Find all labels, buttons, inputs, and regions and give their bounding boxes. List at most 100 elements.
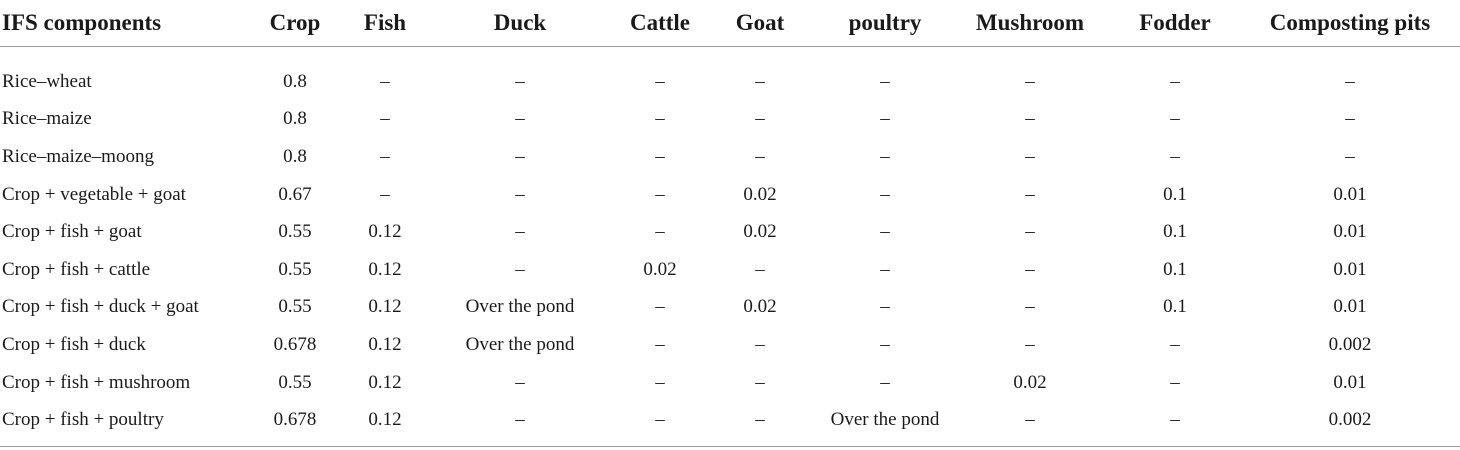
table-cell: 0.01 bbox=[1333, 371, 1367, 393]
row-label-cell: Crop + fish + cattle bbox=[2, 258, 151, 280]
table-cell: 0.12 bbox=[368, 333, 402, 355]
column-header: poultry bbox=[820, 0, 950, 47]
table-cell: – bbox=[380, 108, 390, 130]
table-cell: – bbox=[880, 221, 890, 243]
table-cell: – bbox=[1345, 145, 1355, 167]
table-cell: – bbox=[515, 145, 525, 167]
table-cell: 0.02 bbox=[1013, 371, 1047, 393]
table-cell: 0.1 bbox=[1163, 258, 1187, 280]
table-row: Rice–wheat 0.8 – – – – – – – – bbox=[0, 47, 1460, 101]
header-row: IFS components Crop Fish Duck Cattle Goat poul… bbox=[0, 0, 1460, 47]
table-cell: 0.678 bbox=[273, 409, 317, 431]
table-cell: – bbox=[1025, 70, 1035, 92]
table-cell: – bbox=[755, 333, 765, 355]
table-cell: – bbox=[1025, 296, 1035, 318]
table-cell: 0.02 bbox=[743, 221, 777, 243]
table-cell: – bbox=[1025, 409, 1035, 431]
table-cell: 0.55 bbox=[278, 371, 312, 393]
table-cell: – bbox=[515, 258, 525, 280]
table-cell: – bbox=[1025, 333, 1035, 355]
table-row: Crop + fish + duck 0.678 0.12 Over the pond… bbox=[0, 326, 1460, 364]
column-header: Crop bbox=[240, 0, 350, 47]
table-row: Crop + fish + cattle 0.55 0.12 – 0.02 – – – 0.1 0… bbox=[0, 251, 1460, 289]
table-cell: 0.01 bbox=[1333, 221, 1367, 243]
table-cell: Over the pond bbox=[830, 409, 940, 431]
table-row: Crop + fish + mushroom 0.55 0.12 – – – – 0.02 – 0… bbox=[0, 364, 1460, 402]
column-header: IFS components bbox=[0, 0, 240, 47]
table-cell: – bbox=[655, 333, 665, 355]
table-cell: 0.55 bbox=[278, 258, 312, 280]
table-cell: – bbox=[655, 221, 665, 243]
table-cell: – bbox=[655, 183, 665, 205]
table-cell: 0.1 bbox=[1163, 296, 1187, 318]
table-cell: – bbox=[515, 409, 525, 431]
table-cell: 0.01 bbox=[1333, 258, 1367, 280]
table-row: Rice–maize 0.8 – – – – – – – – bbox=[0, 101, 1460, 139]
table-cell: – bbox=[755, 409, 765, 431]
table-cell: – bbox=[880, 70, 890, 92]
table-cell: – bbox=[755, 371, 765, 393]
table-cell: – bbox=[1170, 409, 1180, 431]
table-cell: 0.1 bbox=[1163, 183, 1187, 205]
table-cell: 0.12 bbox=[368, 296, 402, 318]
column-header: Composting pits bbox=[1240, 0, 1460, 47]
table-cell: – bbox=[515, 221, 525, 243]
table-cell: 0.01 bbox=[1333, 296, 1367, 318]
table-cell: 0.67 bbox=[278, 183, 312, 205]
table-cell: 0.01 bbox=[1333, 183, 1367, 205]
table-row: Crop + vegetable + goat 0.67 – – – 0.02 – – 0.1 0… bbox=[0, 176, 1460, 214]
table-cell: – bbox=[1025, 221, 1035, 243]
table-cell: – bbox=[880, 183, 890, 205]
column-header: Goat bbox=[700, 0, 820, 47]
table-cell: – bbox=[515, 371, 525, 393]
column-header: Mushroom bbox=[950, 0, 1110, 47]
table-cell: 0.55 bbox=[278, 296, 312, 318]
row-label-cell: Crop + vegetable + goat bbox=[2, 183, 186, 205]
table-cell: 0.8 bbox=[283, 70, 307, 92]
row-label-cell: Rice–wheat bbox=[2, 70, 92, 92]
table-bottom-rule bbox=[0, 446, 1460, 447]
table-body: Rice–wheat 0.8 – – – – – – – – Rice–maize 0.8 – – – – – –… bbox=[0, 47, 1460, 439]
table-cell: – bbox=[1170, 70, 1180, 92]
row-label-cell: Rice–maize bbox=[2, 108, 92, 130]
table-cell: – bbox=[655, 409, 665, 431]
table-cell: – bbox=[880, 258, 890, 280]
table-cell: 0.55 bbox=[278, 221, 312, 243]
table-cell: – bbox=[880, 296, 890, 318]
table-cell: 0.8 bbox=[283, 145, 307, 167]
table-cell: 0.12 bbox=[368, 258, 402, 280]
table-cell: – bbox=[655, 296, 665, 318]
table-cell: 0.002 bbox=[1328, 409, 1372, 431]
table-cell: – bbox=[1170, 371, 1180, 393]
table-cell: 0.8 bbox=[283, 108, 307, 130]
table-cell: 0.02 bbox=[743, 296, 777, 318]
table-cell: – bbox=[755, 70, 765, 92]
table-row: Crop + fish + poultry 0.678 0.12 – – – Over th… bbox=[0, 401, 1460, 439]
row-label-cell: Crop + fish + duck + goat bbox=[2, 296, 199, 318]
column-header: Fodder bbox=[1110, 0, 1240, 47]
table-cell: – bbox=[655, 108, 665, 130]
table-cell: 0.02 bbox=[643, 258, 677, 280]
column-header: Cattle bbox=[620, 0, 700, 47]
table-cell: – bbox=[1025, 108, 1035, 130]
row-label-cell: Crop + fish + poultry bbox=[2, 409, 164, 431]
ifs-components-table-wrapper: IFS components Crop Fish Duck Cattle Goat poul… bbox=[0, 0, 1460, 439]
table-cell: – bbox=[1025, 145, 1035, 167]
table-cell: – bbox=[655, 70, 665, 92]
column-header: Duck bbox=[420, 0, 620, 47]
table-cell: Over the pond bbox=[465, 333, 575, 355]
table-cell: – bbox=[1170, 333, 1180, 355]
table-cell: – bbox=[655, 371, 665, 393]
table-cell: 0.678 bbox=[273, 333, 317, 355]
table-cell: – bbox=[880, 333, 890, 355]
table-cell: – bbox=[755, 258, 765, 280]
table-cell: – bbox=[1170, 108, 1180, 130]
table-cell: – bbox=[1345, 70, 1355, 92]
table-cell: – bbox=[1345, 108, 1355, 130]
table-cell: Over the pond bbox=[465, 296, 575, 318]
table-cell: 0.1 bbox=[1163, 221, 1187, 243]
row-label-cell: Crop + fish + mushroom bbox=[2, 371, 191, 393]
table-cell: – bbox=[655, 145, 665, 167]
table-cell: – bbox=[880, 145, 890, 167]
table-cell: – bbox=[380, 70, 390, 92]
